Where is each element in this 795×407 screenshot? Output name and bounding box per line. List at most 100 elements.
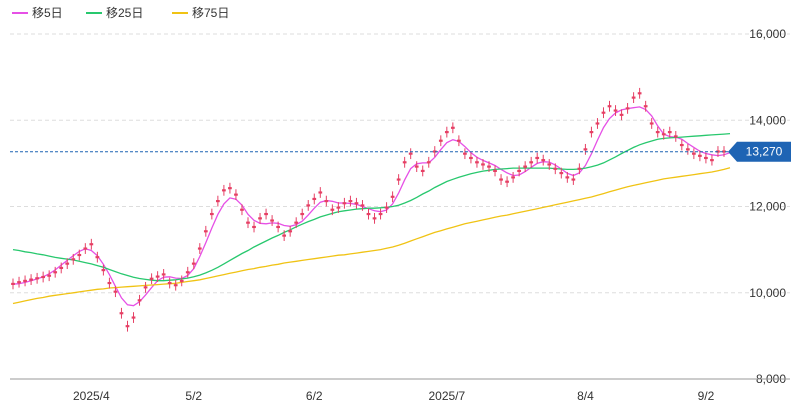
candle-body	[59, 266, 64, 270]
candle-body	[258, 217, 262, 220]
candle-body	[685, 148, 690, 151]
last-price-label: 13,270	[746, 145, 783, 159]
candle-body	[607, 105, 612, 108]
candle-body	[318, 191, 323, 194]
candle-body	[191, 262, 196, 265]
candle-body	[95, 256, 100, 259]
candle-body	[252, 225, 256, 229]
candle-body	[414, 165, 419, 168]
candle-body	[53, 271, 58, 274]
moving-average-line	[12, 167, 731, 305]
candle-body	[173, 284, 178, 287]
candle-body	[535, 156, 540, 160]
candle-body	[300, 212, 305, 216]
candle-body	[679, 143, 684, 147]
x-tick-label: 5/2	[185, 389, 202, 403]
candle-body	[493, 169, 497, 172]
candle-body	[396, 178, 401, 181]
candle-body	[101, 269, 106, 272]
candle-body	[390, 195, 395, 198]
candle-body	[457, 139, 461, 142]
candle-body	[517, 169, 521, 172]
candle-body	[722, 150, 726, 153]
candle-body	[408, 152, 413, 155]
candle-body	[541, 159, 546, 162]
candle-body	[402, 161, 407, 164]
candle-body	[312, 197, 317, 201]
moving-average-line	[12, 106, 731, 307]
candle-body	[673, 135, 678, 138]
candle-body	[589, 131, 594, 134]
candle-body	[505, 180, 509, 183]
candle-body	[354, 202, 359, 205]
candle-body	[565, 176, 570, 179]
candle-body	[282, 234, 287, 237]
candle-body	[23, 279, 27, 282]
candle-body	[420, 169, 425, 172]
candle-body	[438, 139, 443, 142]
candle-body	[637, 92, 642, 95]
candle-body	[185, 271, 190, 274]
candle-body	[432, 150, 437, 153]
candle-body	[426, 161, 431, 164]
candle-body	[444, 131, 449, 134]
candle-body	[77, 253, 82, 257]
candle-body	[131, 316, 136, 319]
candle-body	[324, 200, 329, 203]
moving-average-layer	[12, 106, 731, 307]
x-tick-label: 2025/7	[428, 389, 465, 403]
legend-label: 移5日	[32, 6, 63, 20]
candle-body	[384, 206, 389, 209]
candle-body	[137, 299, 142, 302]
candle-body	[649, 122, 654, 125]
candle-body	[306, 204, 311, 207]
candle-body	[661, 133, 666, 136]
candle-body	[89, 243, 94, 246]
candle-body	[29, 278, 33, 281]
candle-body	[143, 286, 148, 289]
candle-body	[107, 281, 112, 285]
candle-body	[360, 204, 365, 207]
candle-body	[240, 208, 244, 211]
candle-body	[35, 277, 39, 280]
candle-body	[228, 187, 232, 190]
candle-body	[571, 178, 576, 181]
candle-body	[613, 109, 618, 112]
candle-body	[469, 156, 473, 160]
candle-body	[643, 105, 648, 108]
legend[interactable]: 移5日 移25日 移75日	[12, 6, 229, 20]
candle-body	[288, 230, 293, 233]
candle-body	[47, 274, 52, 277]
candle-body	[511, 176, 515, 179]
candle-body	[601, 111, 606, 114]
y-tick-label: 16,000	[749, 27, 786, 41]
x-tick-label: 9/2	[698, 389, 715, 403]
candle-body	[348, 200, 353, 203]
candle-layer	[11, 87, 726, 332]
x-tick-label: 2025/4	[73, 389, 110, 403]
candle-body	[149, 277, 154, 280]
candle-body	[71, 258, 76, 261]
candle-body	[125, 325, 130, 328]
candle-body	[487, 165, 491, 168]
candle-body	[698, 154, 702, 157]
y-tick-label: 12,000	[749, 200, 786, 214]
candle-body	[161, 273, 166, 276]
candle-body	[553, 167, 558, 170]
candle-body	[294, 221, 299, 224]
candle-body	[209, 212, 214, 216]
x-tick-label: 8/4	[577, 389, 594, 403]
candle-body	[691, 152, 696, 155]
candle-body	[450, 126, 455, 129]
candle-body	[481, 163, 485, 166]
candle-body	[523, 165, 528, 168]
candle-body	[65, 262, 70, 265]
candle-body	[155, 275, 160, 278]
candle-body	[559, 172, 564, 175]
x-tick-label: 6/2	[306, 389, 323, 403]
candle-body	[167, 281, 172, 285]
y-tick-label: 10,000	[749, 286, 786, 300]
